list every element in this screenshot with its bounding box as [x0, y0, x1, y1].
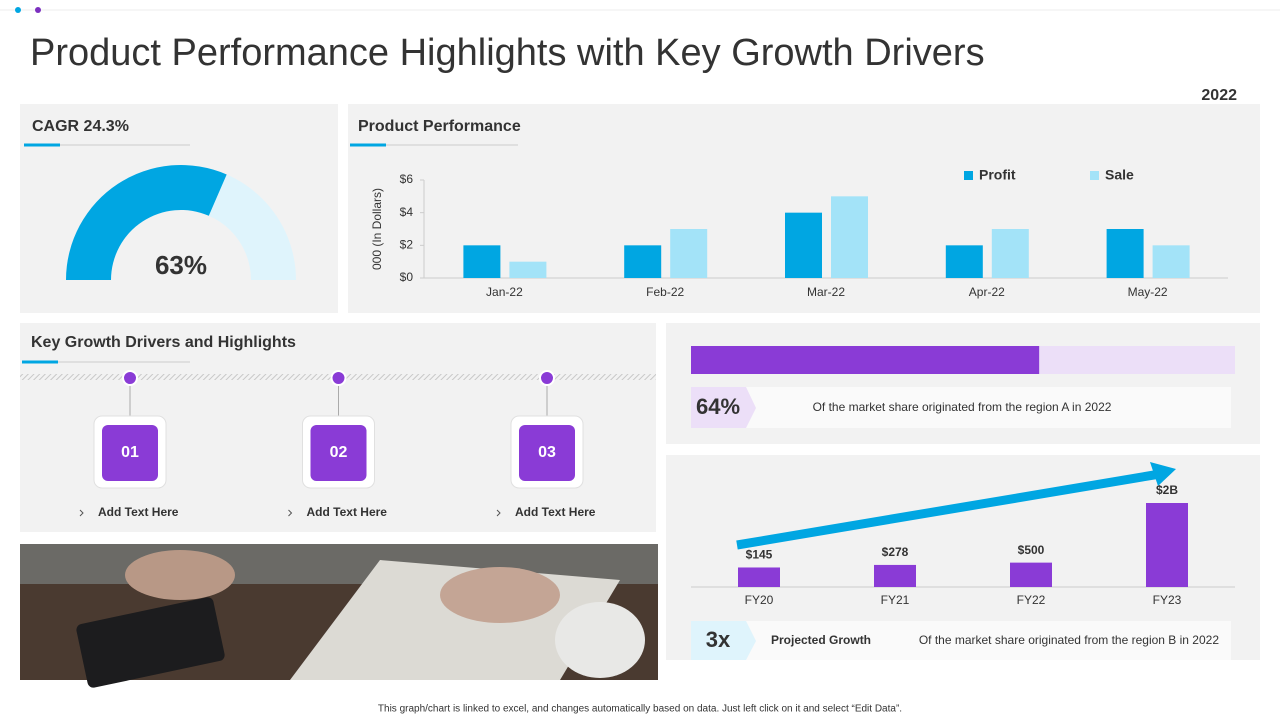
node: [122, 370, 138, 386]
legend-swatch: [964, 171, 973, 180]
driver-label: Add Text Here: [307, 505, 388, 519]
badge: [310, 425, 367, 481]
info-text: Of the market share originated from the …: [919, 633, 1219, 647]
progress-fill: [691, 346, 1040, 374]
dot: [35, 7, 41, 13]
chevron: [79, 509, 84, 517]
label-tag: [691, 387, 756, 428]
badge-number: 01: [121, 444, 139, 461]
dot: [15, 7, 21, 13]
node: [330, 370, 347, 386]
x-tick-label: Feb-22: [646, 285, 684, 299]
x-tick-label: FY20: [745, 593, 774, 607]
y-tick-label: $4: [400, 205, 414, 219]
legend-label: Sale: [1105, 167, 1134, 183]
x-tick-label: Jan-22: [486, 285, 523, 299]
value-label: $145: [746, 548, 773, 562]
value-label: $2B: [1156, 483, 1178, 497]
page-title: Product Performance Highlights with Key …: [30, 32, 985, 74]
bar: [991, 229, 1029, 278]
bar: [785, 212, 822, 278]
bar: [1106, 229, 1144, 278]
panel-title: CAGR 24.3%: [32, 118, 129, 135]
info-box: [691, 387, 1231, 428]
y-tick-label: $0: [400, 270, 414, 284]
value-label: $278: [882, 545, 909, 559]
info-text: Of the market share originated from the …: [813, 400, 1112, 414]
label-tag: [691, 621, 756, 660]
x-tick-label: FY23: [1153, 593, 1182, 607]
bar: [738, 567, 780, 587]
bar: [1146, 503, 1188, 587]
driver-label: Add Text Here: [98, 505, 179, 519]
x-tick-label: Apr-22: [969, 285, 1005, 299]
panel: [348, 104, 1260, 313]
bar: [509, 261, 547, 278]
bar: [624, 245, 662, 278]
y-tick-label: $2: [400, 238, 414, 252]
panel-title: Product Performance: [358, 118, 521, 135]
info-box: [691, 621, 1231, 660]
bar: [670, 229, 708, 278]
slider: [22, 143, 518, 364]
gauge-value: [66, 164, 227, 280]
y-tick-label: $6: [400, 172, 414, 186]
x-tick-label: May-22: [1128, 285, 1168, 299]
bar: [1152, 245, 1190, 278]
footer: This graph/chart is linked to excel, and…: [378, 704, 902, 715]
chevron: [496, 509, 501, 517]
badge-number: 03: [538, 444, 556, 461]
bar: [831, 196, 868, 278]
badge: [102, 425, 158, 481]
x-tick-label: FY21: [881, 593, 910, 607]
section-title: Key Growth Drivers and Highlights: [31, 334, 296, 351]
photo: [20, 544, 658, 688]
badge-number: 02: [330, 444, 348, 461]
legend-swatch: [1090, 171, 1099, 180]
arrow-head: [1150, 462, 1176, 486]
gauge-label: 63%: [155, 250, 207, 280]
x-tick-label: FY22: [1017, 593, 1046, 607]
driver-label: Add Text Here: [515, 505, 596, 519]
x-tick-label: Mar-22: [807, 285, 845, 299]
legend-label: Profit: [979, 167, 1016, 183]
growth-arrow: [736, 469, 1161, 550]
bar: [945, 245, 983, 278]
annotation-title: Projected Growth: [771, 633, 871, 647]
badge: [519, 425, 575, 481]
bar: [1010, 562, 1052, 587]
node: [539, 370, 555, 386]
bar: [874, 564, 916, 587]
y-axis-label: 000 (In Dollars): [370, 188, 384, 270]
value-label: $500: [1018, 543, 1045, 557]
annotation: 3x: [706, 627, 731, 652]
chevron: [288, 509, 293, 517]
progress-label: 64%: [696, 394, 740, 419]
bar: [463, 245, 501, 278]
year: 2022: [1201, 87, 1237, 104]
